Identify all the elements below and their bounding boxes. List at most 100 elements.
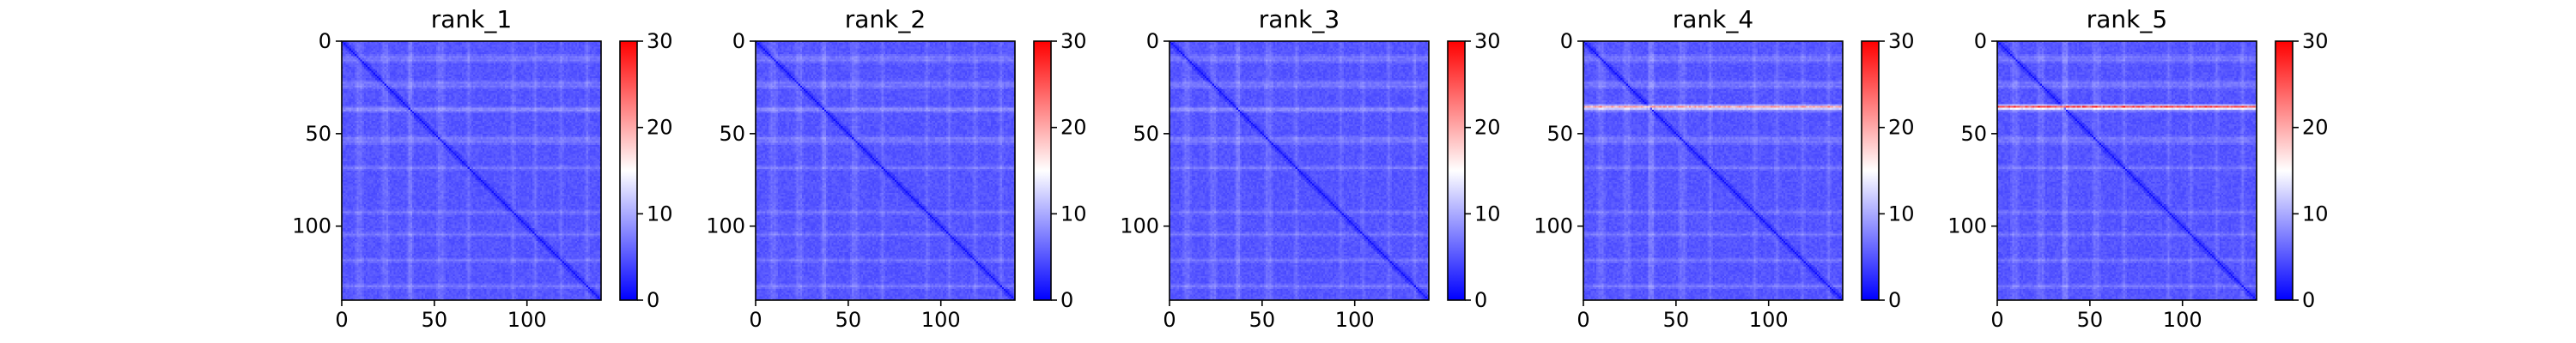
heatmap-cell (385, 51, 387, 53)
heatmap-cell (399, 52, 402, 55)
heatmap-cell (505, 63, 507, 66)
heatmap-cell (380, 54, 383, 57)
heatmap-cell (579, 54, 581, 57)
heatmap-cell (393, 49, 396, 51)
heatmap-cell (516, 46, 519, 49)
heatmap-cell (423, 43, 426, 45)
heatmap-cell (436, 62, 439, 64)
heatmap-cell (392, 51, 394, 53)
heatmap-cell (574, 52, 576, 55)
heatmap-cell (518, 51, 520, 53)
heatmap-cell (566, 62, 568, 64)
heatmap-cell (428, 45, 431, 47)
heatmap-cell (538, 60, 541, 63)
heatmap-cell (540, 63, 543, 66)
heatmap-cell (542, 43, 544, 45)
heatmap-cell (556, 56, 559, 58)
heatmap-cell (403, 43, 405, 45)
heatmap-cell (598, 57, 600, 60)
heatmap-cell (566, 49, 568, 51)
heatmap-cell (422, 46, 424, 49)
heatmap-cell (596, 62, 598, 64)
heatmap-cell (414, 43, 416, 45)
heatmap-cell (361, 63, 363, 66)
heatmap-cell (404, 52, 407, 55)
heatmap-cell (425, 63, 428, 66)
heatmap-cell (514, 63, 517, 66)
heatmap-cell (422, 52, 424, 55)
heatmap-cell (471, 45, 474, 47)
heatmap-cell (412, 57, 415, 60)
heatmap-cell (351, 54, 354, 57)
heatmap-cell (436, 65, 439, 68)
heatmap-cell (568, 60, 570, 63)
heatmap-cell (355, 57, 357, 60)
heatmap-cell (422, 49, 424, 51)
heatmap-cell (403, 46, 405, 49)
heatmap-cell (501, 54, 504, 57)
heatmap-cell (459, 57, 461, 60)
heatmap-cell (396, 43, 398, 45)
heatmap-cell (571, 57, 574, 60)
heatmap-cell (353, 45, 355, 47)
heatmap-cell (403, 56, 405, 58)
heatmap-cell (574, 49, 576, 51)
heatmap-cell (417, 45, 420, 47)
heatmap-cell (457, 63, 459, 66)
heatmap-cell (349, 49, 352, 51)
heatmap-cell (518, 56, 520, 58)
heatmap-cell (532, 57, 535, 60)
heatmap-cell (428, 65, 431, 68)
heatmap-cell (417, 46, 420, 49)
heatmap-cell (590, 57, 592, 60)
heatmap-cell (575, 60, 578, 63)
heatmap-cell (561, 57, 563, 60)
heatmap-cell (362, 49, 365, 51)
heatmap-cell (503, 63, 506, 66)
heatmap-cell (540, 45, 543, 47)
heatmap-cell (417, 52, 420, 55)
heatmap-cell (417, 51, 420, 53)
heatmap-cell (527, 56, 530, 58)
heatmap-cell (464, 45, 466, 47)
heatmap-cell (401, 63, 404, 66)
heatmap-cell (580, 45, 583, 47)
heatmap-cell (451, 52, 453, 55)
heatmap-cell (362, 57, 365, 60)
heatmap-cell (540, 57, 543, 60)
heatmap-cell (562, 51, 565, 53)
heatmap-cell (380, 52, 383, 55)
heatmap-cell (503, 46, 506, 49)
heatmap-cell (410, 57, 413, 60)
heatmap-cell (399, 46, 402, 49)
heatmap-cell (484, 49, 487, 51)
heatmap-cell (372, 49, 374, 51)
heatmap-cell (464, 57, 466, 60)
heatmap-cell (483, 46, 485, 49)
heatmap-cell (574, 43, 576, 45)
heatmap-cell (441, 60, 444, 63)
heatmap-cell (457, 45, 459, 47)
heatmap-cell (542, 56, 544, 58)
heatmap-cell (453, 63, 455, 66)
heatmap-cell (497, 51, 500, 53)
heatmap-cell (449, 56, 452, 58)
heatmap-cell (460, 63, 463, 66)
heatmap-cell (519, 63, 522, 66)
heatmap-cell (473, 51, 476, 53)
heatmap-cell (368, 46, 370, 49)
heatmap-cell (505, 57, 507, 60)
heatmap-cell (428, 49, 431, 51)
heatmap-cell (392, 65, 394, 68)
heatmap-cell (368, 63, 370, 66)
heatmap-cell (453, 51, 455, 53)
heatmap-cell (374, 51, 376, 53)
heatmap-cell (475, 57, 477, 60)
heatmap-cell (392, 43, 394, 45)
heatmap-cell (568, 43, 570, 45)
heatmap-cell (544, 51, 546, 53)
heatmap-cell (423, 45, 426, 47)
heatmap-cell (425, 49, 428, 51)
heatmap-cell (388, 43, 391, 45)
heatmap-cell (446, 49, 448, 51)
